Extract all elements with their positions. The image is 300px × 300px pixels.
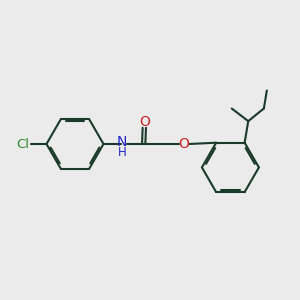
Text: O: O [139,115,150,129]
Text: O: O [178,137,189,151]
Text: Cl: Cl [17,137,30,151]
Text: N: N [117,135,127,149]
Text: H: H [118,146,127,159]
